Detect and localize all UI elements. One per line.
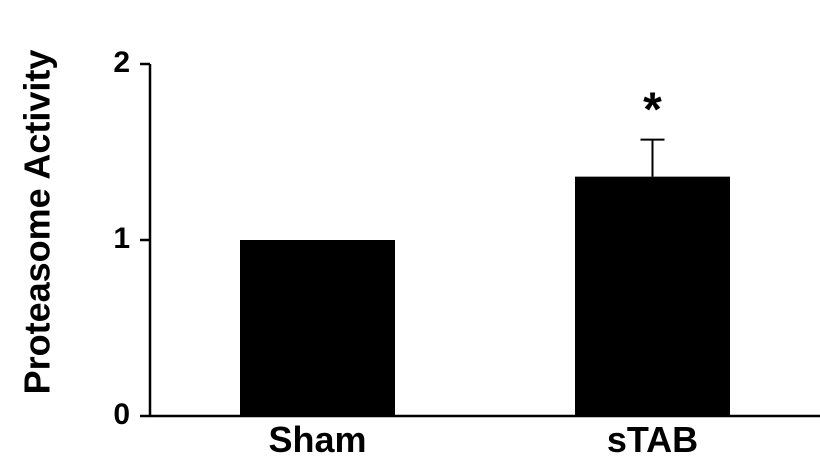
bar-sham <box>240 240 395 416</box>
y-tick-label-1: 1 <box>113 222 130 255</box>
y-tick-label-2: 2 <box>113 46 130 79</box>
y-tick-label-0: 0 <box>113 398 130 431</box>
y-axis-label: Proteasome Activity <box>17 50 58 395</box>
significance-marker-stab: * <box>643 84 662 137</box>
plot-area: 0 1 2 Sham * sTAB <box>113 46 820 459</box>
x-tick-label-stab: sTAB <box>607 419 698 459</box>
x-tick-label-sham: Sham <box>268 419 366 459</box>
bar-stab <box>575 176 730 416</box>
